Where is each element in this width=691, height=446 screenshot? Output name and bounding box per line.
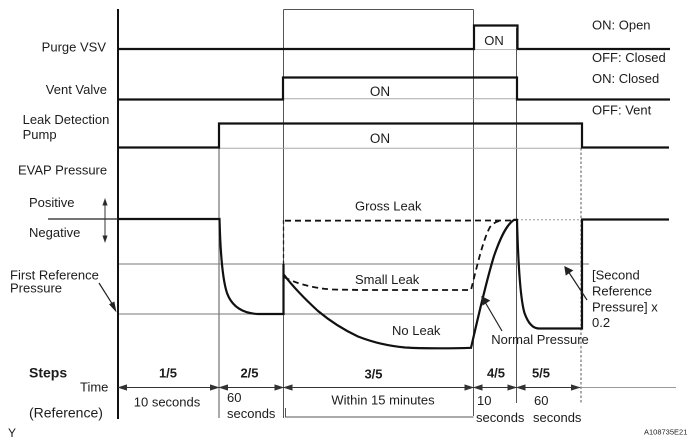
svg-text:Reference: Reference	[592, 284, 652, 299]
svg-text:[Second: [Second	[592, 268, 640, 283]
svg-text:10: 10	[477, 393, 491, 408]
svg-text:ON: ON	[370, 131, 390, 146]
svg-text:Within 15 minutes: Within 15 minutes	[331, 393, 435, 408]
svg-text:Time: Time	[80, 380, 108, 395]
svg-text:Steps: Steps	[29, 365, 67, 381]
svg-text:60: 60	[534, 393, 548, 408]
svg-text:seconds: seconds	[476, 410, 525, 425]
svg-text:2/5: 2/5	[240, 366, 258, 381]
svg-text:Gross Leak: Gross Leak	[355, 199, 422, 214]
svg-text:seconds: seconds	[533, 410, 582, 425]
svg-text:Y: Y	[8, 426, 16, 440]
svg-text:ON: ON	[484, 33, 504, 48]
svg-text:EVAP Pressure: EVAP Pressure	[18, 163, 107, 178]
svg-text:60: 60	[227, 390, 241, 405]
svg-text:4/5: 4/5	[487, 366, 505, 381]
svg-text:Small Leak: Small Leak	[355, 272, 420, 287]
svg-text:Negative: Negative	[29, 225, 80, 240]
svg-text:Purge VSV: Purge VSV	[42, 40, 107, 55]
svg-text:1/5: 1/5	[159, 366, 177, 381]
svg-text:Positive: Positive	[29, 195, 75, 210]
svg-text:Vent Valve: Vent Valve	[46, 82, 107, 97]
svg-text:seconds: seconds	[227, 406, 276, 421]
svg-text:(Reference): (Reference)	[29, 405, 103, 421]
svg-text:3/5: 3/5	[364, 367, 382, 382]
svg-text:10 seconds: 10 seconds	[134, 395, 201, 410]
svg-text:No Leak: No Leak	[392, 323, 441, 338]
svg-text:ON: Closed: ON: Closed	[592, 71, 659, 86]
svg-text:ON: Open: ON: Open	[592, 18, 651, 33]
svg-text:First Reference: First Reference	[10, 268, 99, 283]
svg-text:Pump: Pump	[23, 127, 57, 142]
svg-text:ON: ON	[370, 84, 390, 99]
svg-text:A108735E21: A108735E21	[644, 428, 687, 437]
svg-text:5/5: 5/5	[532, 366, 550, 381]
svg-text:OFF: Closed: OFF: Closed	[592, 50, 666, 65]
svg-text:Pressure: Pressure	[10, 281, 62, 296]
svg-text:Leak Detection: Leak Detection	[23, 112, 110, 127]
svg-text:OFF: Vent: OFF: Vent	[592, 103, 652, 118]
svg-text:0.2: 0.2	[592, 315, 610, 330]
svg-text:Pressure] x: Pressure] x	[592, 300, 658, 315]
svg-text:Normal Pressure: Normal Pressure	[491, 332, 589, 347]
